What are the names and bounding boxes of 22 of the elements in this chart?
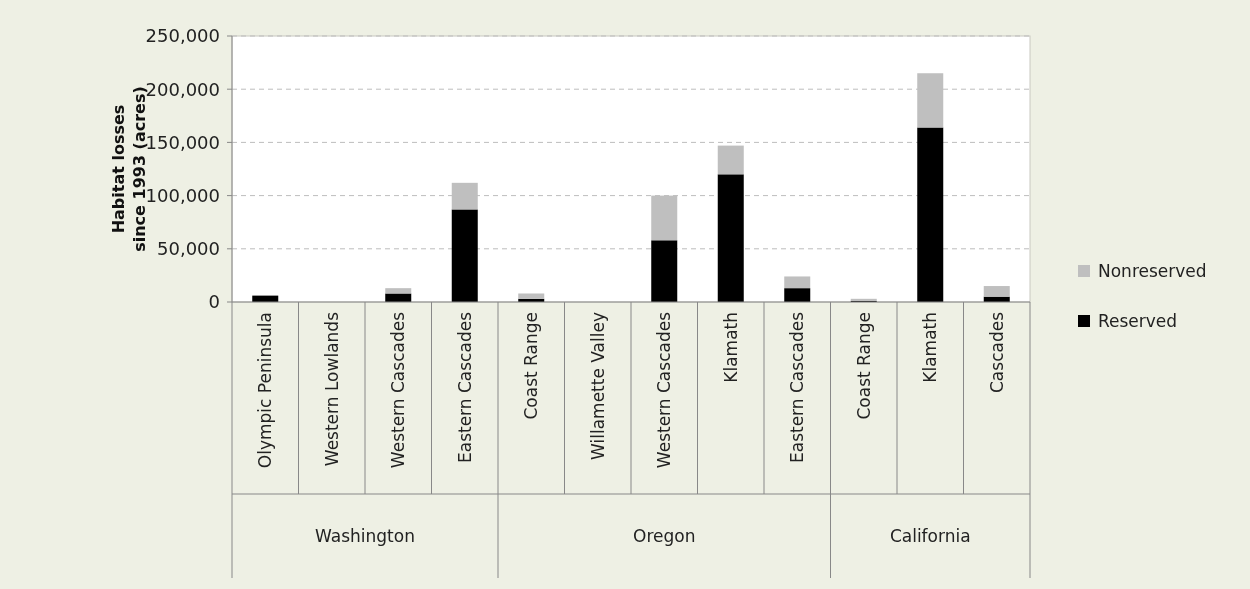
x-tick-label: Coast Range [521,312,542,420]
x-tick-label: Cascades [986,311,1007,394]
x-tick-label: Willamette Valley [587,312,608,460]
x-tick-label: Western Cascades [654,311,675,469]
text: California [889,526,971,546]
text: Washington [315,526,415,546]
y-tick-label: 200,000 [145,78,220,100]
x-tick-label: Western Cascades [388,311,409,469]
x-tick-label: Eastern Cascades [787,311,808,464]
text: Oregon [633,526,696,546]
x-tick-label: Coast Range [853,312,874,420]
y-tick-label: 250,000 [145,25,220,47]
x-tick-label: Olympic Peninsula [255,312,276,469]
x-tick-label: Klamath [720,312,741,383]
x-tick-label: Klamath [920,312,941,383]
legend-label: Nonreserved [1098,260,1207,281]
y-tick-label: 100,000 [145,184,220,206]
y-tick-label: 50,000 [157,238,220,260]
y-tick-label: 0 [208,291,220,313]
x-tick-label: Eastern Cascades [454,311,475,464]
legend-label: Reserved [1098,310,1178,331]
x-tick-label: Western Lowlands [321,311,342,467]
